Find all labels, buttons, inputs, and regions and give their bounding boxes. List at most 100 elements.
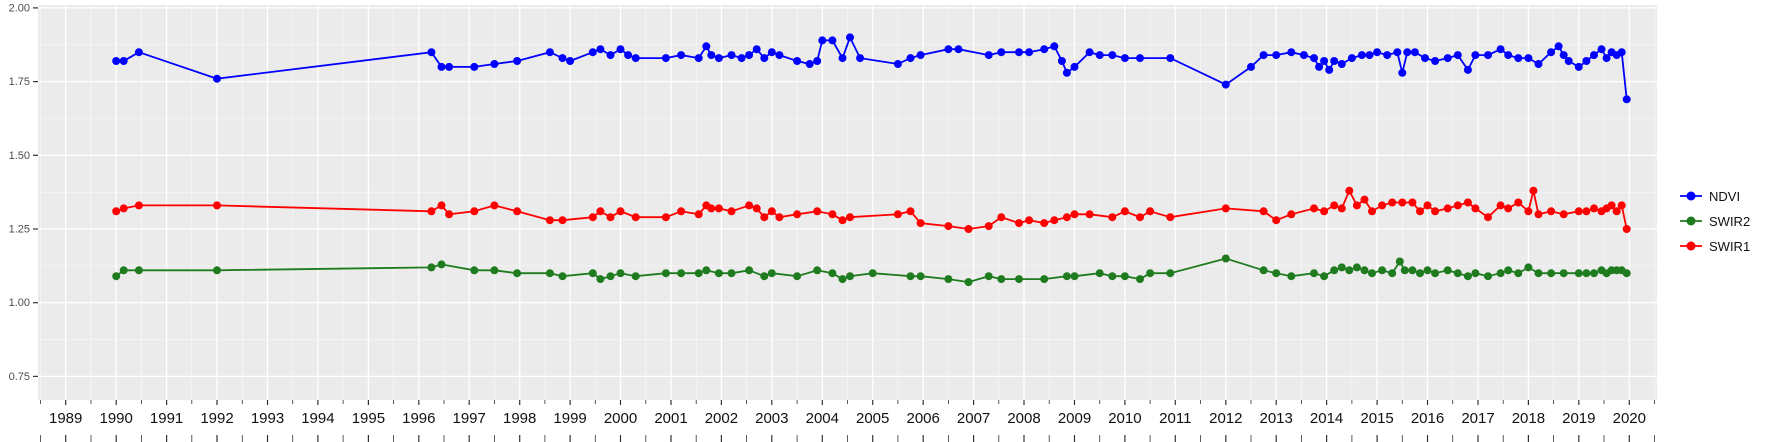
data-point <box>1617 48 1626 57</box>
data-point <box>1524 207 1533 216</box>
data-point <box>1398 68 1407 77</box>
data-point <box>752 204 761 213</box>
data-point <box>793 272 802 281</box>
data-point <box>1453 51 1462 60</box>
data-point <box>1504 51 1513 60</box>
data-point <box>1582 57 1591 65</box>
data-point <box>606 213 615 222</box>
data-point <box>596 45 605 54</box>
data-point <box>1378 201 1387 210</box>
x-tick-label: 2020 <box>1613 410 1646 427</box>
data-point <box>437 201 446 210</box>
data-point <box>213 266 221 275</box>
data-point <box>1120 272 1129 281</box>
data-point <box>427 207 436 216</box>
y-tick-label: 2.00 <box>9 2 30 14</box>
data-point <box>1559 269 1568 278</box>
data-point <box>596 275 605 284</box>
data-point <box>1582 269 1591 278</box>
data-point <box>775 213 784 222</box>
data-point <box>1453 269 1462 278</box>
data-point <box>112 207 121 216</box>
data-point <box>1443 204 1452 213</box>
data-point <box>119 204 128 213</box>
data-point <box>737 54 746 63</box>
data-point <box>1272 51 1281 60</box>
data-point <box>1310 269 1318 278</box>
data-point <box>213 201 221 210</box>
series-line-swir1 <box>115 188 1628 230</box>
x-tick-label: 2013 <box>1260 410 1293 427</box>
data-point <box>1247 62 1255 71</box>
x-tick-label: 1999 <box>553 410 586 427</box>
data-point <box>1287 272 1296 281</box>
data-point <box>1564 57 1573 65</box>
x-tick-label: 2010 <box>1108 410 1141 427</box>
data-point <box>1582 207 1591 216</box>
x-tick-label: 2000 <box>604 410 637 427</box>
data-point <box>1357 51 1366 60</box>
data-point <box>846 33 854 42</box>
data-point <box>1378 266 1387 275</box>
data-point <box>1272 269 1281 278</box>
data-point <box>1325 65 1334 74</box>
data-point <box>596 207 605 216</box>
data-point <box>470 62 479 71</box>
data-point <box>813 207 822 216</box>
data-point <box>702 42 711 51</box>
data-point <box>767 269 776 278</box>
data-point <box>1534 269 1543 278</box>
data-point <box>134 266 143 275</box>
data-point <box>1320 207 1329 216</box>
x-tick-label: 1997 <box>453 410 486 427</box>
data-point <box>760 213 769 222</box>
y-tick-label: 1.50 <box>9 150 30 162</box>
legend-key-icon <box>1680 191 1702 201</box>
data-point <box>1108 213 1117 222</box>
data-point <box>1221 254 1230 263</box>
x-tick-label: 1993 <box>251 410 284 427</box>
data-point <box>1330 57 1339 65</box>
legend-key-icon <box>1680 241 1702 251</box>
data-point <box>119 57 128 65</box>
data-point <box>661 213 670 222</box>
data-point <box>793 57 802 65</box>
data-point <box>1514 198 1523 207</box>
data-point <box>1408 266 1417 275</box>
data-point <box>984 272 993 281</box>
data-point <box>1529 186 1538 195</box>
data-point <box>470 266 479 275</box>
x-tick-label: 1995 <box>352 410 385 427</box>
data-point <box>944 222 953 231</box>
data-point <box>1496 45 1505 54</box>
data-point <box>1015 219 1023 228</box>
data-point <box>916 51 925 60</box>
data-point <box>707 51 716 60</box>
x-tick-label: 2006 <box>907 410 940 427</box>
data-point <box>838 54 847 63</box>
data-point <box>1514 54 1523 63</box>
x-tick-label: 2011 <box>1159 410 1191 427</box>
data-point <box>1352 201 1361 210</box>
data-point <box>727 269 736 278</box>
data-point <box>1310 54 1318 63</box>
data-point <box>1622 269 1631 278</box>
data-point <box>916 219 925 228</box>
data-point <box>1345 186 1354 195</box>
data-point <box>893 210 902 219</box>
data-point <box>714 204 723 213</box>
data-point <box>558 216 567 225</box>
data-point <box>1360 195 1369 204</box>
data-point <box>1368 269 1376 278</box>
data-point <box>1095 51 1104 60</box>
data-point <box>1166 213 1175 222</box>
data-point <box>1416 207 1424 216</box>
data-point <box>1504 266 1513 275</box>
data-point <box>437 62 446 71</box>
data-point <box>631 213 640 222</box>
data-point <box>1040 219 1049 228</box>
data-point <box>1547 207 1556 216</box>
data-point <box>1524 54 1533 63</box>
x-tick-label: 2009 <box>1058 410 1091 427</box>
